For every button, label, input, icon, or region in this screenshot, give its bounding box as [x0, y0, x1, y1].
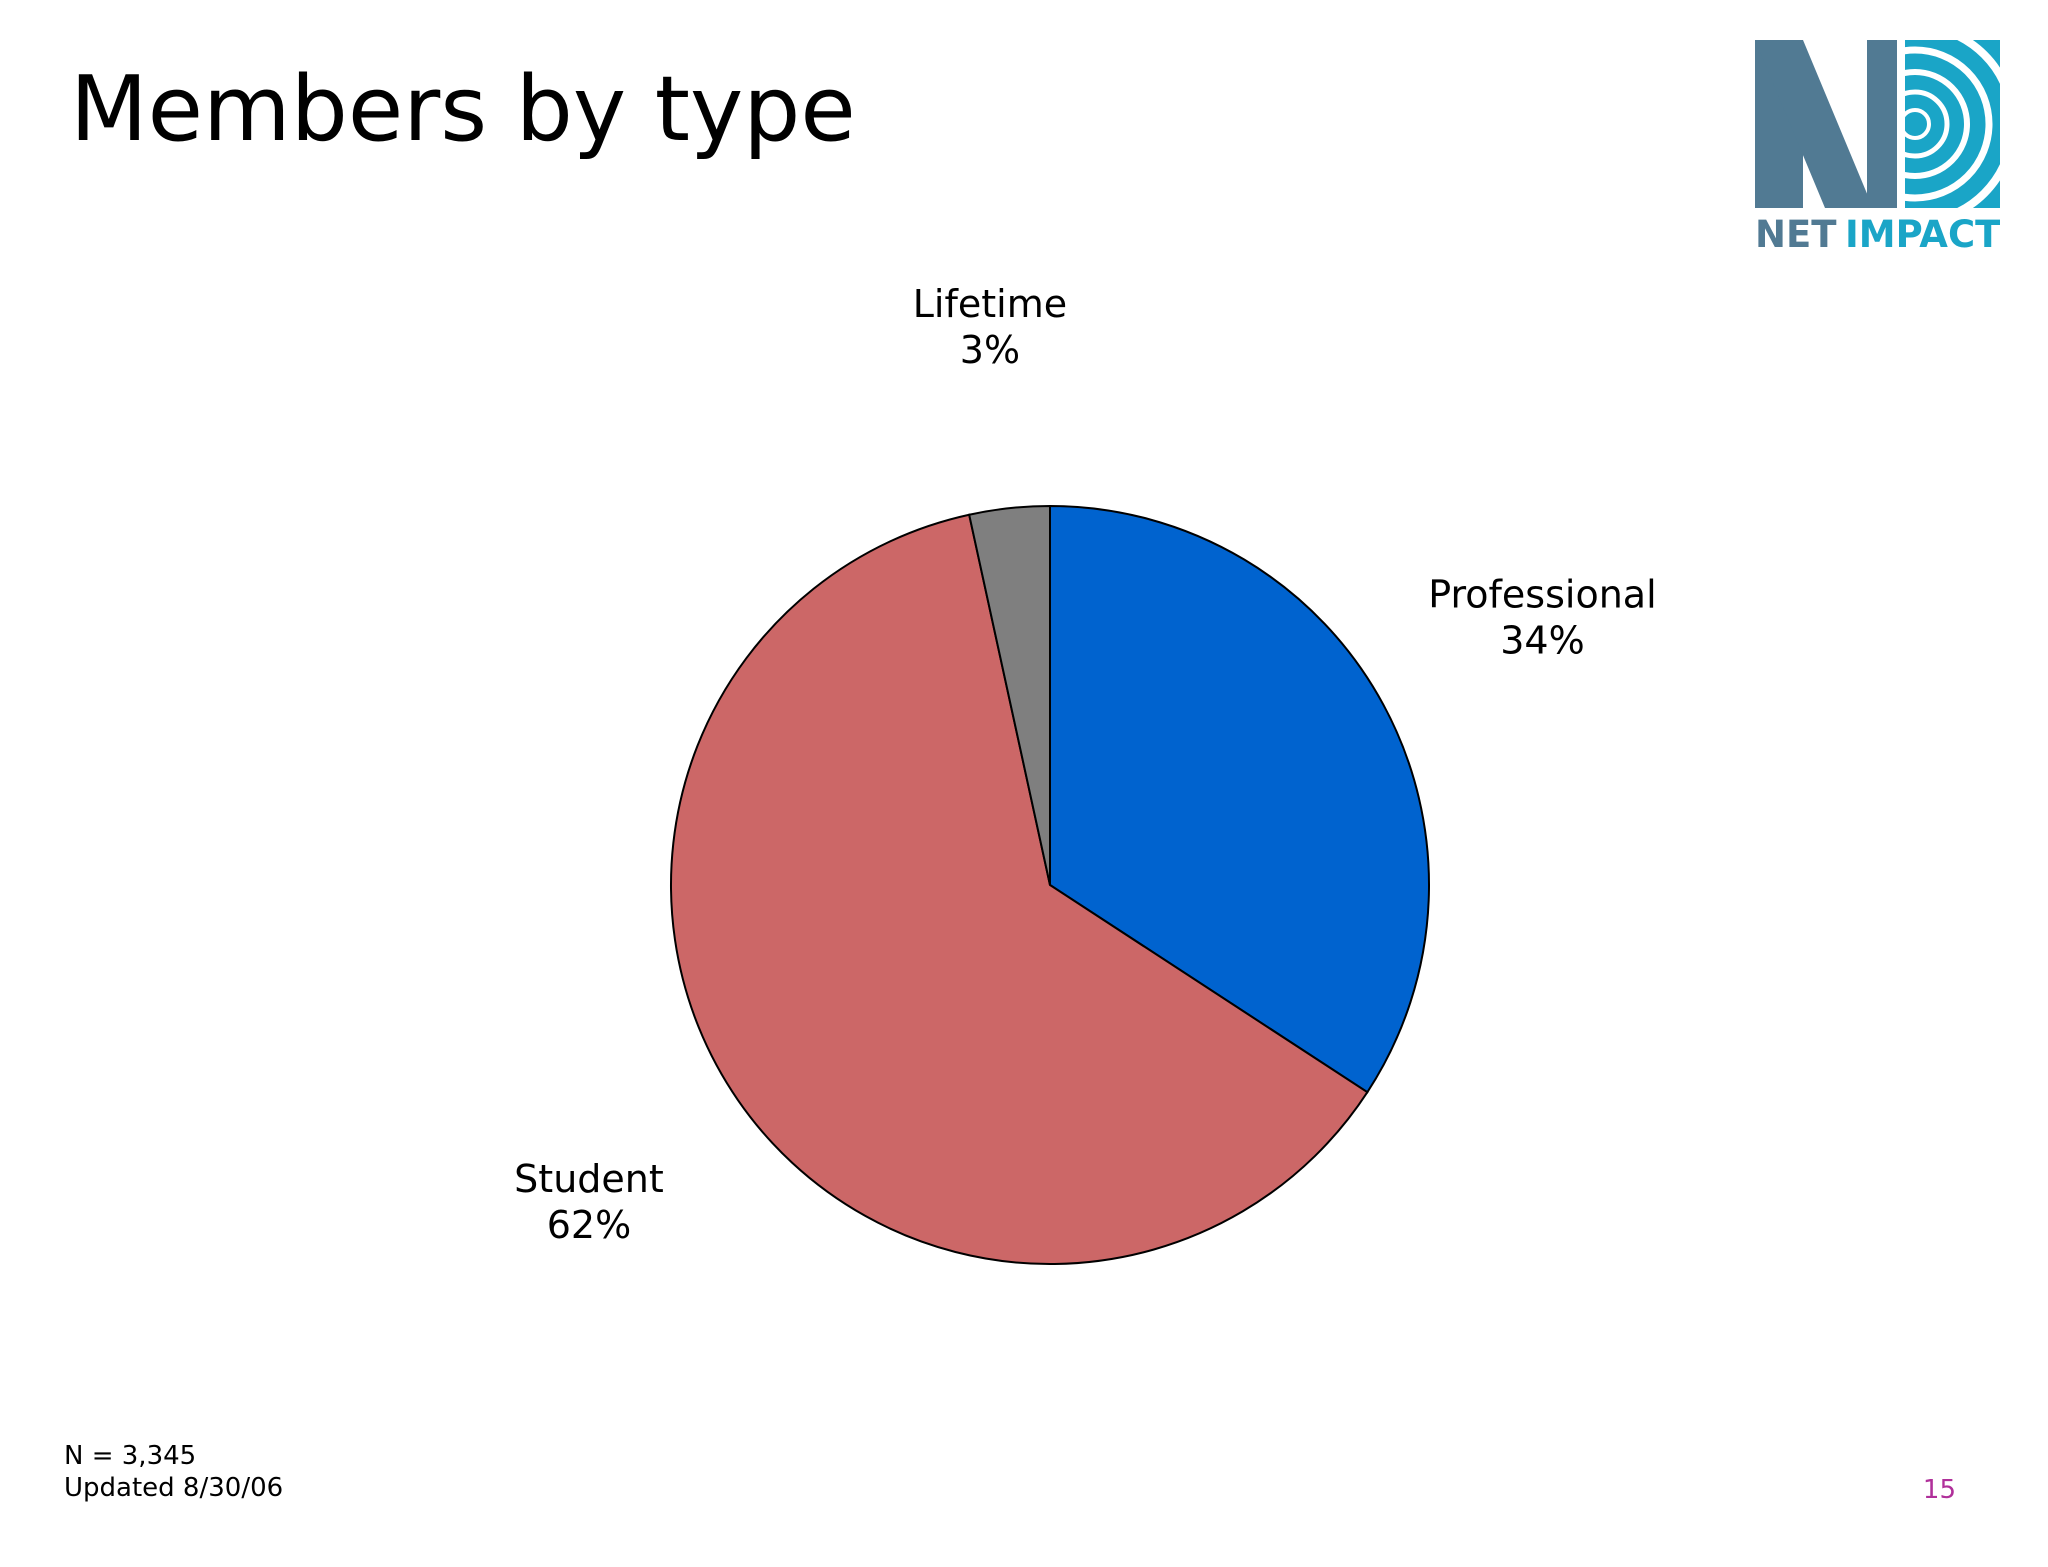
slice-label-lifetime: Lifetime 3% — [913, 282, 1067, 372]
sample-size-note: N = 3,345 — [64, 1441, 197, 1471]
updated-date-note: Updated 8/30/06 — [64, 1473, 284, 1503]
pie-slices — [670, 504, 1430, 1265]
logo-ripple-icon — [1905, 40, 2000, 208]
slice-label-student: Student 62% — [514, 1157, 664, 1247]
slice-label-professional: Professional 34% — [1428, 572, 1656, 662]
pie-slice-lifetime — [967, 504, 1051, 886]
logo-wordmark-impact: IMPACT — [1845, 213, 2000, 255]
pie-labels: Professional 34% Student 62% Lifetime 3% — [514, 282, 1656, 1247]
page-title: Members by type — [70, 57, 856, 162]
slice-percent: 34% — [1500, 618, 1584, 662]
slice-name: Student — [514, 1157, 664, 1201]
pie-slice-student — [670, 513, 1369, 1265]
logo-wordmark-net: NET — [1755, 213, 1837, 255]
slice-name: Lifetime — [913, 282, 1067, 326]
slice-name: Professional — [1428, 572, 1656, 616]
net-impact-logo: NET IMPACT — [1755, 40, 2000, 255]
slice-percent: 3% — [960, 328, 1020, 372]
slice-percent: 62% — [547, 1203, 631, 1247]
footnote: N = 3,345 Updated 8/30/06 — [64, 1440, 283, 1504]
page-number: 15 — [1922, 1475, 1956, 1505]
logo-n-diagonal — [1755, 40, 1873, 208]
logo-i-block — [1905, 40, 2000, 208]
logo-n-right-bar — [1867, 40, 1897, 208]
pie-slice-professional — [1049, 504, 1430, 1094]
